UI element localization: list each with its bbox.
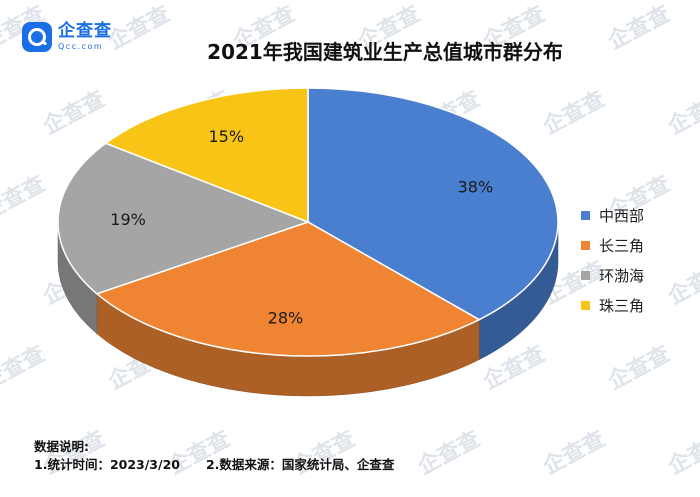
legend-item-珠三角: 珠三角 xyxy=(581,290,644,320)
value-label-珠三角: 15% xyxy=(209,127,245,146)
legend-item-环渤海: 环渤海 xyxy=(581,260,644,290)
chart-legend: 中西部长三角环渤海珠三角 xyxy=(581,200,644,320)
legend-label: 环渤海 xyxy=(599,266,645,285)
search-logo-icon xyxy=(22,22,52,52)
pie-slice-环渤海 xyxy=(57,142,311,295)
footnote: 数据说明: 1.统计时间：2023/3/20 2.数据来源：国家统计局、企查查 xyxy=(34,438,394,474)
brand-domain: Qcc.com xyxy=(58,42,104,51)
legend-swatch xyxy=(581,240,590,250)
value-label-中西部: 38% xyxy=(458,177,494,196)
legend-label: 长三角 xyxy=(599,236,645,255)
brand-name: 企查查 xyxy=(58,21,112,41)
legend-swatch xyxy=(581,270,590,280)
chart-title: 2021年我国建筑业生产总值城市群分布 xyxy=(207,40,563,64)
footnote-heading: 数据说明: xyxy=(34,439,89,454)
value-label-环渤海: 19% xyxy=(110,210,146,229)
footnote-source: 2.数据来源：国家统计局、企查查 xyxy=(205,457,395,472)
legend-item-长三角: 长三角 xyxy=(581,230,644,260)
legend-swatch xyxy=(581,300,590,310)
pie-slice-中西部 xyxy=(307,87,559,321)
brand-logo: 企查查 Qcc.com xyxy=(22,22,112,52)
legend-item-中西部: 中西部 xyxy=(581,200,644,230)
pie-slice-长三角 xyxy=(95,221,481,357)
footnote-time: 1.统计时间：2023/3/20 xyxy=(34,457,180,472)
pie-slice-珠三角 xyxy=(104,87,309,224)
value-label-长三角: 28% xyxy=(268,309,304,328)
legend-label: 中西部 xyxy=(599,206,645,225)
legend-label: 珠三角 xyxy=(599,296,645,315)
legend-swatch xyxy=(581,210,590,220)
